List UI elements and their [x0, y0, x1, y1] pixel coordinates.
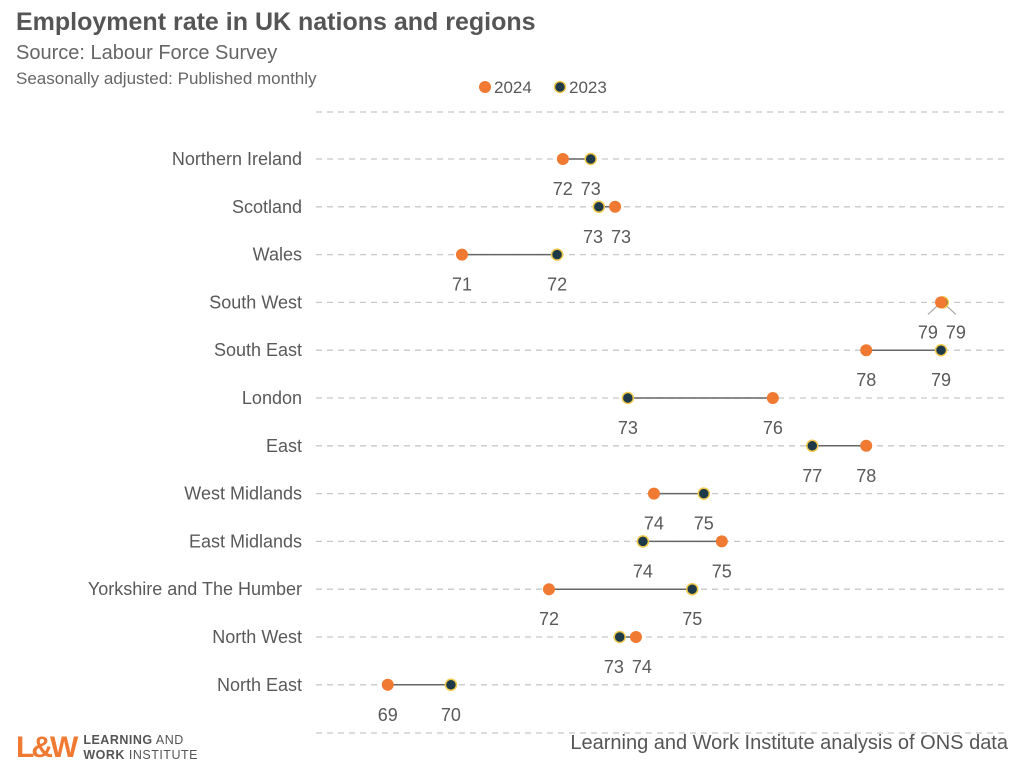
- category-label: Yorkshire and The Humber: [88, 579, 302, 599]
- chart-title: Employment rate in UK nations and region…: [16, 8, 536, 36]
- data-label-2024: 69: [378, 705, 398, 725]
- lw-logo: L&W LEARNING AND WORK INSTITUTE: [16, 733, 198, 763]
- category-label: South East: [214, 340, 302, 360]
- data-label-2024: 73: [611, 227, 631, 247]
- point-2023: [636, 535, 650, 548]
- data-label-2024: 74: [632, 657, 652, 677]
- data-label-2023: 73: [581, 179, 601, 199]
- category-label: East Midlands: [189, 531, 302, 551]
- point-2024: [860, 344, 873, 357]
- data-label-2024: 75: [712, 561, 732, 581]
- point-2024: [860, 439, 873, 452]
- chart-note: Seasonally adjusted: Published monthly: [16, 69, 317, 88]
- category-label: Northern Ireland: [172, 149, 302, 169]
- data-label-2023: 73: [618, 418, 638, 438]
- category-label: North East: [217, 675, 302, 695]
- point-2023: [550, 248, 564, 261]
- data-label-2024: 78: [856, 370, 876, 390]
- point-2023: [613, 630, 626, 644]
- point-2024: [935, 296, 948, 309]
- point-2024: [542, 583, 555, 596]
- data-label-2023: 73: [583, 227, 603, 247]
- point-2024: [609, 200, 622, 213]
- point-2024: [556, 153, 569, 165]
- category-label: Scotland: [232, 197, 302, 217]
- point-2024: [647, 487, 660, 500]
- point-2023: [584, 152, 597, 166]
- data-label-2023: 74: [633, 561, 653, 581]
- point-2024: [715, 535, 728, 548]
- data-label-2024: 78: [856, 466, 876, 486]
- data-label-2023: 73: [604, 657, 624, 677]
- category-label: London: [242, 388, 302, 408]
- point-2023: [697, 487, 711, 500]
- data-label-2024: 76: [763, 418, 783, 438]
- category-label: North West: [212, 627, 302, 647]
- point-2024: [766, 392, 779, 404]
- data-label-2023: 70: [441, 705, 461, 725]
- point-2023: [806, 439, 819, 453]
- data-label-2023: 72: [547, 275, 567, 295]
- category-label: South West: [209, 292, 302, 312]
- category-label: West Midlands: [184, 484, 302, 504]
- data-label-2024: 72: [553, 179, 573, 199]
- data-label-2024: 79: [918, 322, 938, 342]
- logo-mark: L&W: [16, 731, 78, 764]
- data-label-2024: 74: [644, 514, 664, 534]
- legend-label-2024: 2024: [494, 78, 532, 97]
- point-2023: [592, 200, 606, 214]
- legend-label-2023: 2023: [569, 78, 607, 97]
- point-2024: [381, 678, 394, 691]
- data-label-2024: 72: [539, 609, 559, 629]
- data-label-2023: 75: [694, 514, 714, 534]
- chart-source: Source: Labour Force Survey: [16, 42, 278, 64]
- point-2023: [934, 343, 948, 357]
- point-2023: [621, 391, 635, 405]
- point-2023: [685, 582, 699, 596]
- legend-marker-2024: [479, 81, 491, 93]
- category-label: Wales: [253, 245, 302, 265]
- category-label: East: [266, 436, 302, 456]
- point-2024: [455, 248, 468, 261]
- data-label-2023: 79: [946, 322, 966, 342]
- credit-text: Learning and Work Institute analysis of …: [570, 732, 1008, 754]
- data-label-2023: 79: [931, 370, 951, 390]
- data-label-2024: 71: [452, 275, 472, 295]
- logo-text: LEARNING AND WORK INSTITUTE: [83, 733, 198, 762]
- data-label-2023: 77: [802, 466, 822, 486]
- point-2024: [629, 631, 642, 643]
- point-2023: [444, 678, 458, 692]
- data-label-2023: 75: [682, 609, 702, 629]
- legend-marker-2023: [553, 80, 567, 94]
